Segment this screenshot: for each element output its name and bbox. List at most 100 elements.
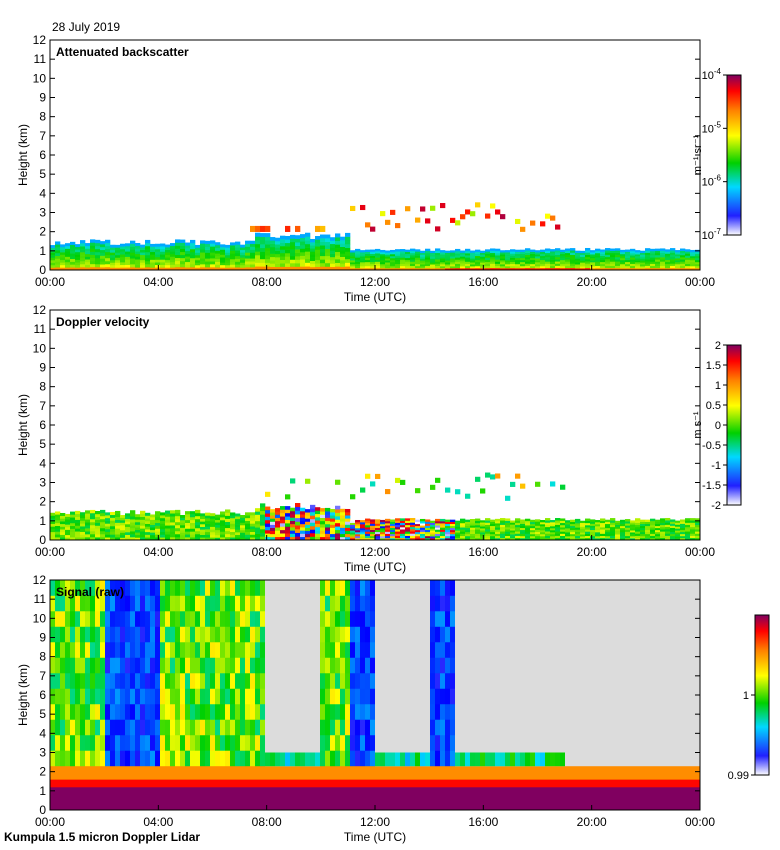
heatmap-cell: [540, 524, 546, 527]
heatmap-cell: [205, 688, 211, 705]
heatmap-cell: [345, 247, 351, 252]
heatmap-cell: [185, 242, 191, 246]
heatmap-cell: [315, 256, 321, 261]
heatmap-cell: [155, 522, 161, 526]
heatmap-cell: [685, 765, 691, 780]
heatmap-cell: [155, 531, 161, 535]
heatmap-cell: [245, 580, 251, 596]
heatmap-cell: [65, 610, 71, 627]
heatmap-cell: [120, 672, 126, 689]
heatmap-cell: [485, 253, 491, 256]
heatmap-cell: [190, 779, 196, 788]
heatmap-cell: [320, 248, 326, 253]
heatmap-cell: [155, 703, 161, 720]
heatmap-cell: [680, 521, 686, 524]
heatmap-cell: [260, 703, 266, 720]
heatmap-cell: [205, 520, 211, 524]
heatmap-cell: [60, 246, 66, 250]
heatmap-cell: [440, 787, 446, 811]
heatmap-cell: [595, 263, 601, 267]
heatmap-cell: [165, 657, 171, 674]
heatmap-cell: [630, 520, 636, 523]
heatmap-cell: [490, 254, 496, 258]
heatmap-cell: [635, 522, 641, 526]
heatmap-cell: [390, 527, 396, 531]
heatmap-cell: [535, 266, 541, 269]
heatmap-cell: [650, 267, 656, 271]
heatmap-cell: [260, 765, 266, 780]
heatmap-cell: [620, 257, 626, 261]
heatmap-cell: [480, 787, 486, 811]
heatmap-cell: [485, 520, 491, 523]
heatmap-cell: [495, 523, 501, 526]
heatmap-cell: [350, 534, 356, 537]
heatmap-cell: [405, 522, 411, 526]
heatmap-cell: [190, 537, 196, 541]
heatmap-cell: [440, 268, 446, 271]
heatmap-cell: [350, 536, 356, 539]
heatmap-cell: [280, 249, 286, 254]
heatmap-cell: [590, 266, 596, 269]
heatmap-cell: [250, 249, 256, 253]
heatmap-cell: [260, 734, 266, 751]
heatmap-cell: [350, 719, 356, 736]
heatmap-cell: [280, 512, 286, 517]
heatmap-cell: [450, 703, 456, 720]
heatmap-cell: [305, 258, 311, 263]
heatmap-cell: [415, 527, 421, 531]
heatmap-cell: [320, 514, 326, 518]
heatmap-cell: [410, 580, 416, 767]
heatmap-cell: [445, 262, 451, 265]
heatmap-cell: [580, 268, 586, 271]
heatmap-cell: [185, 787, 191, 811]
heatmap-cell: [240, 595, 246, 612]
heatmap-cell: [645, 521, 651, 525]
heatmap-cell: [75, 595, 81, 612]
heatmap-cell: [555, 787, 561, 811]
x-tick-label: 00:00: [35, 815, 65, 829]
heatmap-cell: [240, 750, 246, 767]
heatmap-cell: [650, 765, 656, 780]
heatmap-cell: [270, 530, 276, 535]
heatmap-cell: [515, 529, 521, 532]
heatmap-cell: [480, 765, 486, 780]
heatmap-cell: [350, 266, 356, 269]
heatmap-cell: [295, 779, 301, 788]
heatmap-cell: [85, 537, 91, 541]
heatmap-cell: [85, 595, 91, 612]
heatmap-cell: [620, 253, 626, 257]
heatmap-cell: [455, 536, 461, 539]
heatmap-cell: [360, 750, 366, 767]
heatmap-cell: [135, 251, 141, 255]
heatmap-cell: [435, 477, 441, 483]
heatmap-cell: [615, 580, 621, 767]
heatmap-cell: [605, 523, 611, 527]
heatmap-cell: [85, 253, 91, 257]
heatmap-cell: [480, 536, 486, 539]
heatmap-cell: [125, 253, 131, 257]
heatmap-cell: [140, 513, 146, 517]
heatmap-cell: [445, 688, 451, 705]
heatmap-cell: [675, 258, 681, 261]
heatmap-cell: [235, 521, 241, 525]
heatmap-cell: [80, 534, 86, 538]
heatmap-cell: [465, 580, 471, 767]
heatmap-cell: [665, 531, 671, 534]
heatmap-cell: [365, 249, 371, 252]
heatmap-cell: [450, 519, 456, 522]
heatmap-cell: [420, 779, 426, 788]
heatmap-cell: [100, 719, 106, 736]
heatmap-cell: [250, 534, 256, 538]
heatmap-cell: [195, 518, 201, 523]
heatmap-cell: [55, 247, 61, 251]
heatmap-cell: [140, 259, 146, 263]
heatmap-cell: [305, 251, 311, 256]
heatmap-cell: [225, 595, 231, 612]
heatmap-cell: [110, 262, 116, 266]
heatmap-cell: [620, 255, 626, 259]
heatmap-cell: [520, 580, 526, 767]
heatmap-cell: [265, 251, 271, 256]
heatmap-cell: [105, 595, 111, 612]
heatmap-cell: [125, 779, 131, 788]
heatmap-cell: [205, 246, 211, 250]
